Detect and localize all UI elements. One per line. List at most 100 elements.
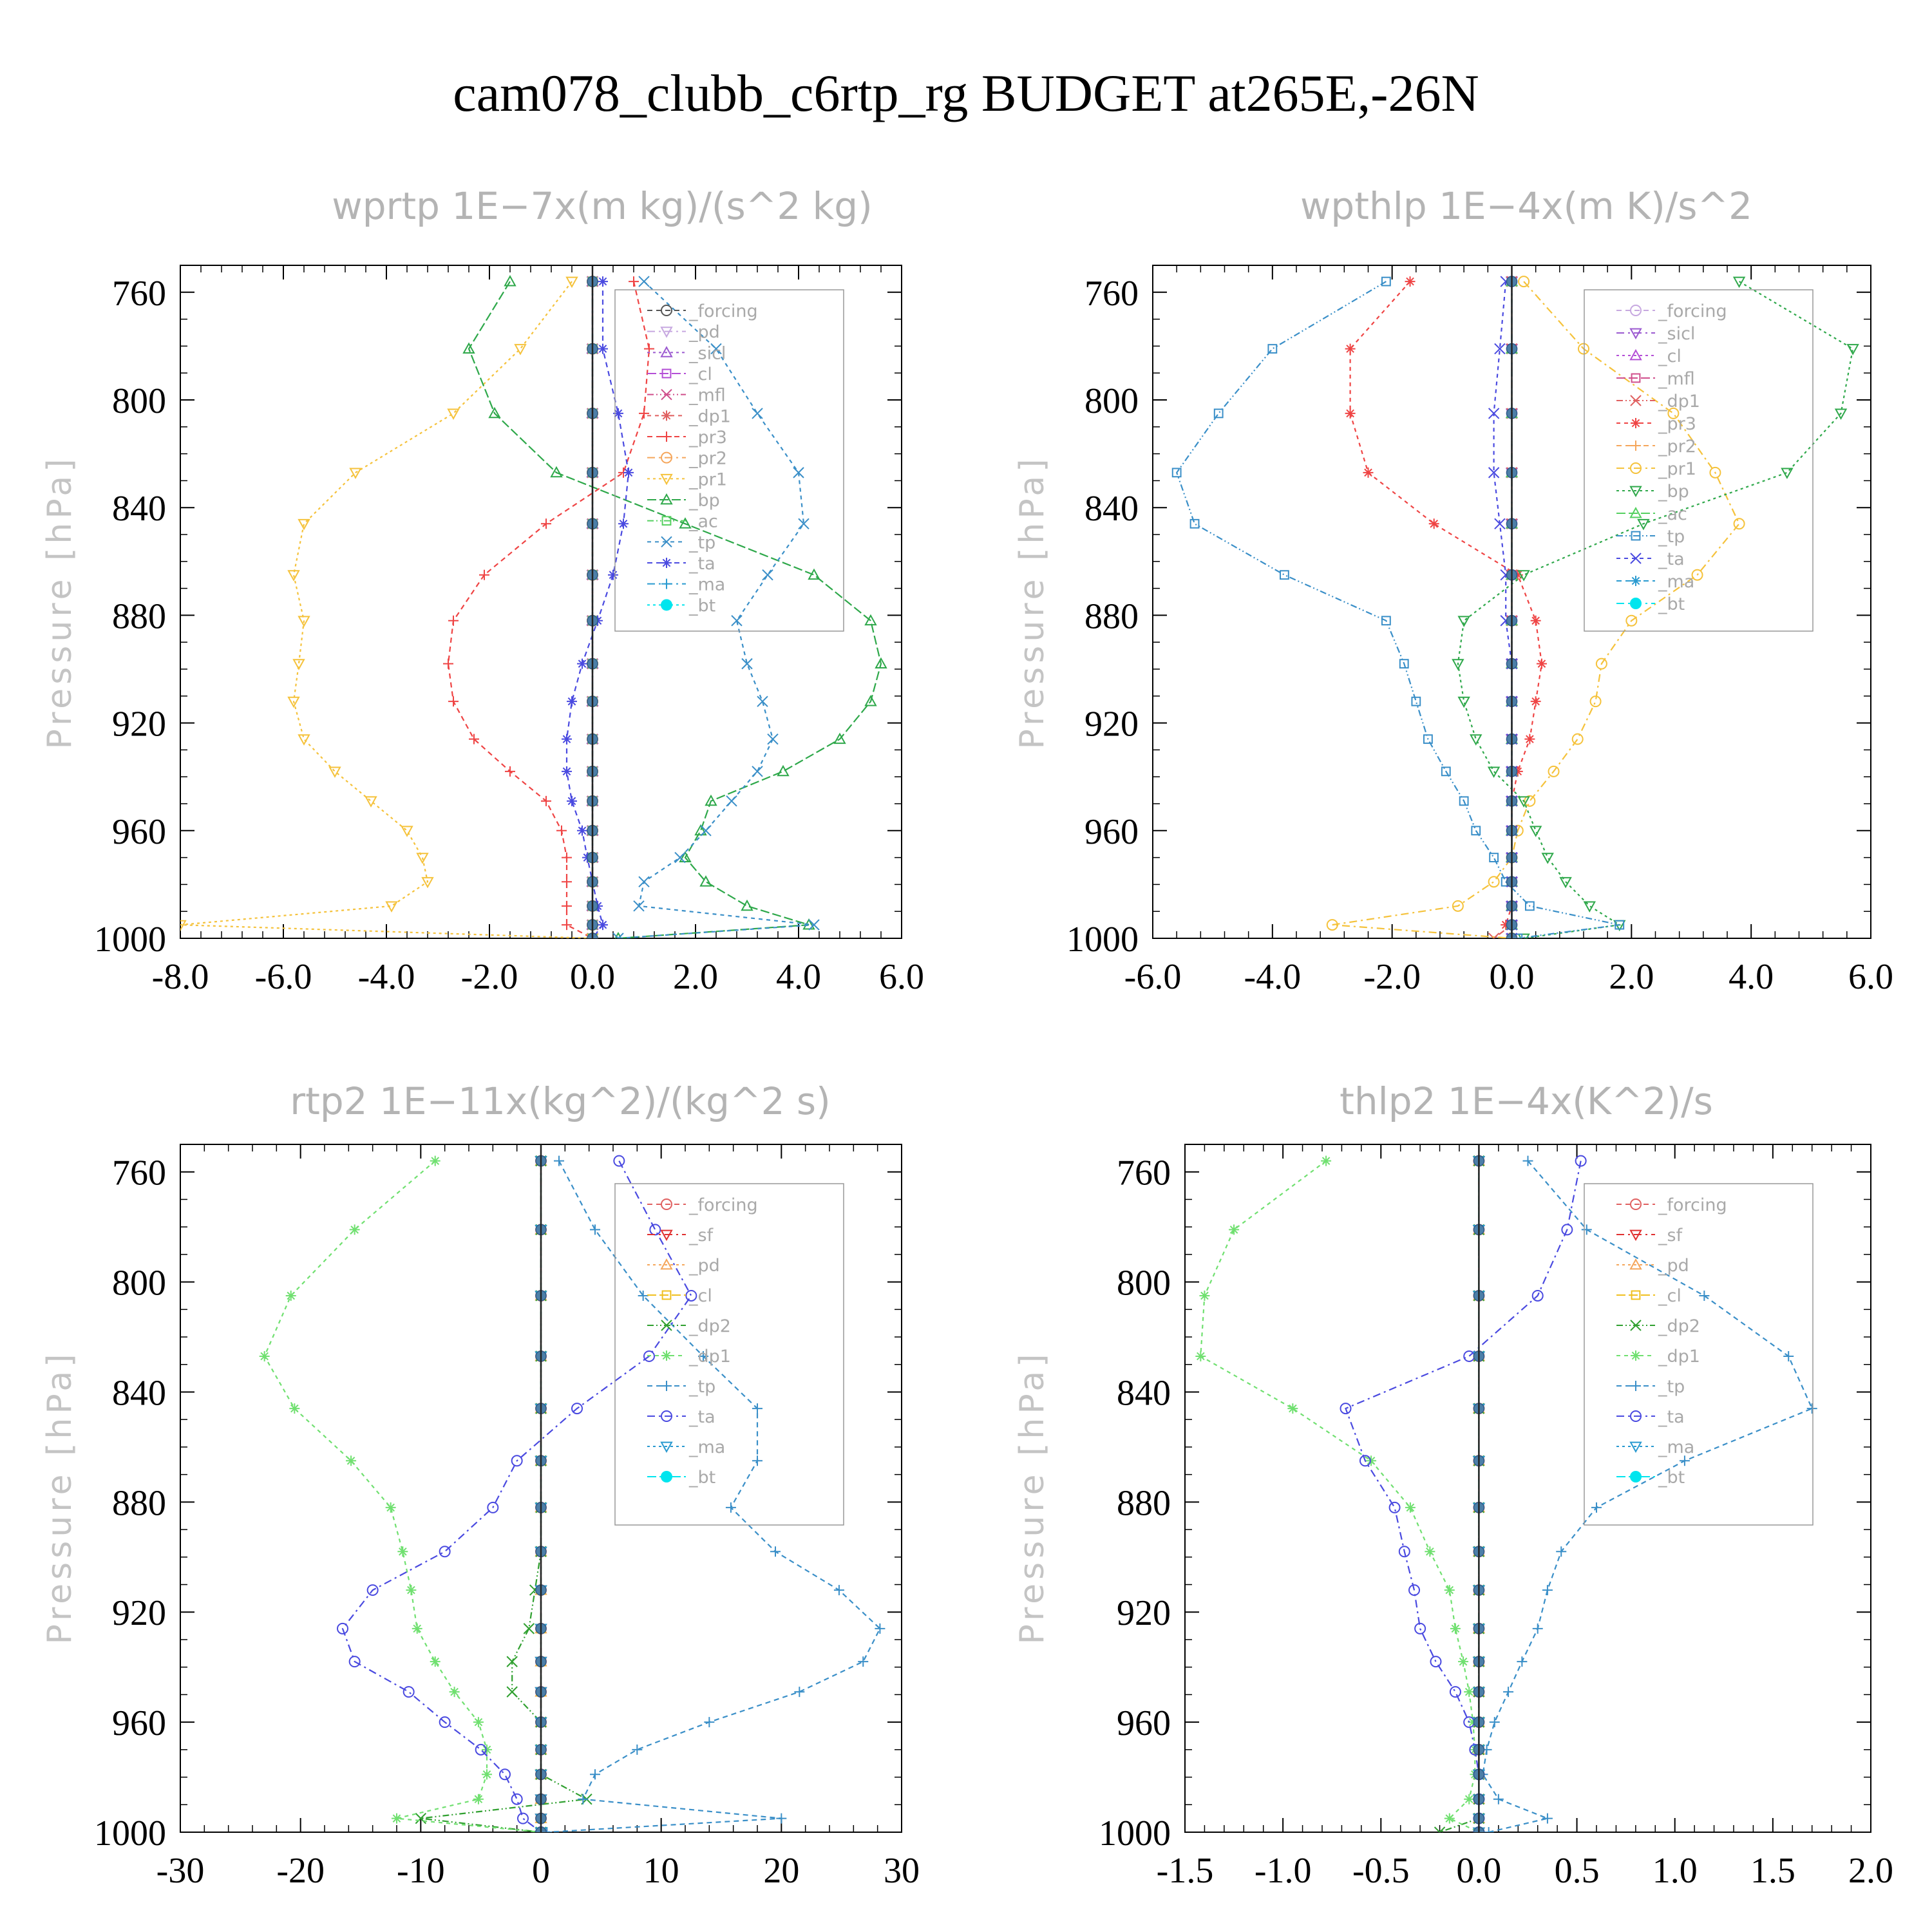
y-tick-label: 760: [1084, 274, 1139, 314]
data-point-tp: [1213, 408, 1224, 419]
data-point-pr1: [1571, 733, 1584, 745]
data-point-ta: [577, 658, 587, 669]
data-point-bp: [1517, 570, 1530, 582]
data-point-pr1: [514, 344, 527, 355]
data-point-tp: [542, 1827, 553, 1832]
legend-marker: [1629, 1229, 1642, 1242]
x-tick-label: -8.0: [152, 957, 209, 997]
ylabel-thlp2: Pressure [hPa]: [1013, 1350, 1052, 1645]
data-point-pr3: [541, 518, 551, 529]
data-point-tp: [638, 276, 650, 287]
data-point-tp: [752, 408, 763, 419]
legend-marker: [661, 451, 672, 464]
y-tick-label: 800: [1084, 381, 1139, 421]
legend-label: _dp1: [1658, 392, 1700, 412]
data-point-bp: [1517, 933, 1530, 938]
series-line-pr3: [447, 281, 650, 938]
legend-label: _cl: [1658, 1286, 1681, 1306]
data-point-pr1: [1488, 876, 1500, 888]
legend-label: _forcing: [688, 301, 758, 321]
series-group: [1171, 275, 1859, 938]
data-point-tp: [1493, 1794, 1504, 1804]
data-point-dp1: [1287, 1403, 1298, 1414]
legend-label: _ta: [688, 554, 715, 574]
data-point-ta: [613, 1155, 625, 1167]
y-tick-label: 1000: [94, 920, 166, 960]
series-line-dp1: [263, 1160, 542, 1832]
x-tick-label: 30: [884, 1851, 920, 1891]
legend-marker: [1631, 1290, 1641, 1300]
data-point-tp: [1556, 1546, 1567, 1557]
data-point-dp2: [506, 1686, 518, 1698]
data-point-bp: [1529, 826, 1542, 837]
data-point-tp: [1189, 518, 1200, 529]
series-line-ta: [341, 1160, 692, 1832]
data-point-ta: [1494, 518, 1506, 529]
data-point-dp2: [415, 1812, 427, 1824]
x-tick-label: 4.0: [1728, 957, 1774, 997]
y-tick-label: 960: [112, 1703, 166, 1743]
data-point-tp: [554, 1155, 564, 1166]
data-point-ta: [1388, 1501, 1401, 1513]
series-line-pr1: [1332, 281, 1740, 938]
data-point-tp: [1615, 920, 1625, 930]
data-point-tp: [794, 1687, 805, 1698]
data-point-pr3: [541, 795, 551, 806]
legend-label: _forcing: [688, 1195, 758, 1215]
x-tick-label: 6.0: [1848, 957, 1893, 997]
data-point-pr1: [328, 766, 341, 778]
data-point-pr3: [1530, 615, 1541, 626]
data-point-pr1: [401, 826, 413, 837]
data-point-ta: [1408, 1584, 1421, 1596]
data-point-tp: [633, 900, 645, 912]
data-point-tp: [1783, 1350, 1794, 1361]
legend-marker: [661, 516, 672, 526]
x-tick-label: 0: [532, 1851, 550, 1891]
x-tick-label: 6.0: [879, 957, 924, 997]
data-point-tp: [762, 569, 773, 581]
data-point-bp: [808, 568, 820, 580]
legend-label: _bt: [1658, 1468, 1685, 1488]
data-point-tp: [1459, 796, 1469, 806]
data-point-tp: [1524, 901, 1535, 911]
data-point-pr1: [1691, 569, 1703, 581]
data-point-tp: [1532, 1623, 1543, 1634]
legend-label: _cl: [1658, 346, 1681, 366]
data-point-ta: [487, 1501, 499, 1513]
data-point-dp1: [1366, 1455, 1377, 1466]
legend-label: _bt: [688, 596, 715, 616]
data-point-pr3: [556, 825, 567, 836]
data-point-ta: [1359, 1455, 1371, 1467]
data-point-dp1: [1229, 1224, 1240, 1235]
series-line-pr1: [180, 281, 593, 938]
legend-label: _sicl: [688, 343, 726, 363]
data-point-ta: [1561, 1224, 1573, 1236]
x-tick-label: -0.5: [1352, 1851, 1410, 1891]
data-point-dp1: [430, 1155, 440, 1166]
data-point-bp: [1781, 468, 1794, 479]
legend-label: _ma: [1658, 572, 1694, 592]
data-point-dp2: [1434, 1826, 1446, 1832]
x-tick-label: 0.0: [570, 957, 615, 997]
data-point-tp: [710, 343, 722, 355]
data-point-ta: [1494, 343, 1506, 355]
plot-frame: [1184, 1144, 1871, 1833]
legend-marker: [660, 1258, 673, 1270]
series-group: [1195, 1154, 1817, 1832]
legend-marker: [660, 1441, 673, 1454]
legend-label: _bp: [688, 491, 720, 511]
data-point-tp: [1441, 766, 1451, 777]
data-point-tp: [752, 1455, 762, 1466]
data-point-dp1: [397, 1546, 408, 1557]
data-point-tp: [638, 876, 650, 887]
data-point-bp: [488, 406, 501, 419]
x-tick-label: -6.0: [1124, 957, 1182, 997]
data-point-ta: [649, 1224, 661, 1236]
panel-wprtp: wprtp 1E−7x(m kg)/(s^2 kg) Pressure [hPa…: [41, 184, 924, 997]
legend-label: _pr3: [688, 428, 727, 448]
y-tick-label: 800: [112, 1264, 166, 1303]
series-line-dp1: [1493, 281, 1513, 938]
legend-label: _pr2: [688, 449, 727, 469]
legend-marker: [1631, 373, 1641, 383]
data-point-dp1: [1444, 1585, 1455, 1596]
